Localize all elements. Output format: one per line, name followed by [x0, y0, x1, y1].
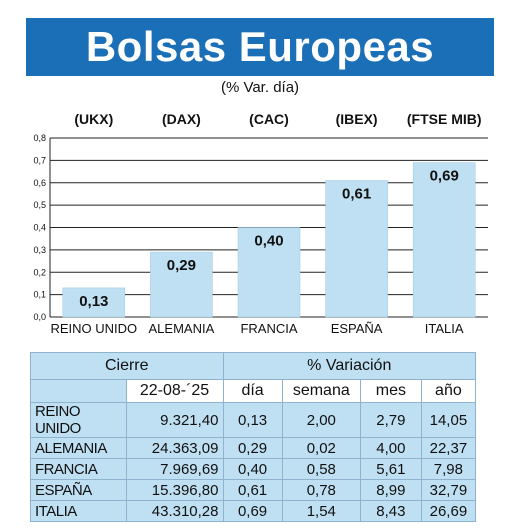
- row-dia: 0,69: [222, 500, 283, 522]
- y-tick-label: 0,2: [33, 267, 46, 277]
- row-cierre: 15.396,80: [125, 479, 224, 501]
- index-label: (IBEX): [336, 111, 378, 127]
- bar-value-label: 0,69: [430, 168, 459, 185]
- index-label: (FTSE MIB): [407, 111, 482, 127]
- index-label: (CAC): [249, 111, 289, 127]
- x-tick-label: ESPAÑA: [331, 321, 383, 336]
- page-title: Bolsas Europeas: [85, 23, 435, 70]
- row-semana: 0,02: [281, 437, 361, 459]
- x-tick-label: REINO UNIDO: [50, 321, 137, 336]
- table-row: ALEMANIA 24.363,09 0,29 0,02 4,00 22,37: [30, 437, 477, 459]
- y-tick-label: 0,8: [33, 133, 46, 143]
- bar: [237, 227, 301, 318]
- table-row: ESPAÑA 15.396,80 0,61 0,78 8,99 32,79: [30, 479, 477, 501]
- title-banner: Bolsas Europeas: [26, 18, 494, 76]
- row-semana: 1,54: [281, 500, 361, 522]
- bar-value-label: 0,29: [167, 257, 196, 274]
- y-tick-label: 0,3: [33, 245, 46, 255]
- row-anio: 14,05: [420, 402, 477, 438]
- row-cierre: 43.310,28: [125, 500, 224, 522]
- row-mes: 2,79: [359, 402, 422, 438]
- row-dia: 0,40: [222, 458, 283, 480]
- y-tick-label: 0,5: [33, 200, 46, 210]
- y-tick-label: 0,1: [33, 290, 46, 300]
- y-tick-label: 0,6: [33, 178, 46, 188]
- row-name: ALEMANIA: [30, 437, 127, 459]
- header-variacion: % Variación: [222, 352, 476, 380]
- row-anio: 22,37: [420, 437, 477, 459]
- row-dia: 0,29: [222, 437, 283, 459]
- index-label: (UKX): [74, 111, 113, 127]
- bar: [325, 180, 388, 318]
- header-blank: [30, 379, 127, 403]
- bar-value-label: 0,61: [342, 186, 371, 203]
- row-anio: 32,79: [420, 479, 477, 501]
- header-semana: semana: [281, 379, 361, 403]
- x-tick-label: FRANCIA: [240, 321, 297, 336]
- row-semana: 2,00: [281, 402, 361, 438]
- header-mes: mes: [359, 379, 422, 403]
- index-label: (DAX): [162, 111, 201, 127]
- row-name: ESPAÑA: [30, 479, 127, 501]
- indices-table: Cierre % Variación 22-08-´25 día semana …: [30, 352, 477, 522]
- row-mes: 5,61: [359, 458, 422, 480]
- y-tick-label: 0,7: [33, 155, 46, 165]
- table-row: FRANCIA 7.969,69 0,40 0,58 5,61 7,98: [30, 458, 477, 480]
- bar-chart: 0,0 0,1 0,2 0,3 0,4 0,5 0,6 0,7 0,8 0,13 (UKX) REIN…: [33, 111, 488, 336]
- row-mes: 8,99: [359, 479, 422, 501]
- row-dia: 0,13: [222, 402, 283, 438]
- table-row: REINO UNIDO 9.321,40 0,13 2,00 2,79 14,05: [30, 402, 477, 438]
- header-date: 22-08-´25: [125, 379, 224, 403]
- bar-value-label: 0,40: [254, 233, 283, 250]
- row-mes: 8,43: [359, 500, 422, 522]
- row-mes: 4,00: [359, 437, 422, 459]
- row-semana: 0,78: [281, 479, 361, 501]
- header-anio: año: [420, 379, 477, 403]
- table-row: ITALIA 43.310,28 0,69 1,54 8,43 26,69: [30, 500, 477, 522]
- row-name: ITALIA: [30, 500, 127, 522]
- header-dia: día: [222, 379, 283, 403]
- row-cierre: 7.969,69: [125, 458, 224, 480]
- header-cierre: Cierre: [30, 352, 224, 380]
- y-tick-label: 0,4: [33, 223, 46, 233]
- row-anio: 7,98: [420, 458, 477, 480]
- bar: [412, 162, 476, 318]
- bar-value-label: 0,13: [79, 293, 108, 310]
- row-dia: 0,61: [222, 479, 283, 501]
- row-cierre: 24.363,09: [125, 437, 224, 459]
- bar: [62, 287, 126, 318]
- row-name: REINO UNIDO: [30, 402, 127, 438]
- chart-subtitle: (% Var. día): [220, 79, 300, 96]
- row-anio: 26,69: [420, 500, 477, 522]
- row-cierre: 9.321,40: [125, 402, 224, 438]
- x-tick-label: ITALIA: [425, 321, 464, 336]
- bar: [150, 251, 213, 318]
- row-name: FRANCIA: [30, 458, 127, 480]
- x-tick-label: ALEMANIA: [149, 321, 215, 336]
- y-tick-label: 0,0: [33, 312, 46, 322]
- row-semana: 0,58: [281, 458, 361, 480]
